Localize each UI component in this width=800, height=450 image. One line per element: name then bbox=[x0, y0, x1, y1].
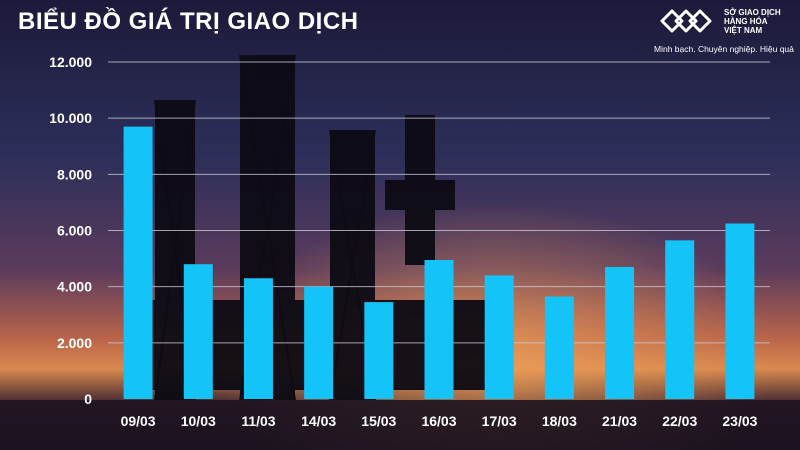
y-tick-label: 10.000 bbox=[49, 110, 92, 126]
y-tick-label: 12.000 bbox=[49, 54, 92, 70]
bar-10-03 bbox=[183, 264, 213, 399]
bar-09-03 bbox=[123, 126, 153, 399]
bar-18-03 bbox=[544, 296, 574, 399]
x-tick-label: 15/03 bbox=[361, 413, 396, 429]
bar-15-03 bbox=[364, 302, 394, 399]
x-tick-label: 10/03 bbox=[181, 413, 216, 429]
logo: SỞ GIAO DỊCH HÀNG HÓA VIỆT NAM Minh bạch… bbox=[652, 6, 794, 56]
x-tick-label: 22/03 bbox=[662, 413, 697, 429]
y-axis-tick-labels: 0 2.000 4.000 6.000 8.000 10.000 12.000 bbox=[49, 54, 92, 407]
x-tick-label: 18/03 bbox=[542, 413, 577, 429]
exchange-logo-icon bbox=[660, 9, 712, 33]
x-tick-label: 11/03 bbox=[241, 413, 275, 429]
logo-tagline: Minh bạch. Chuyên nghiệp. Hiệu quả bbox=[654, 44, 794, 54]
bar-21-03 bbox=[605, 267, 635, 399]
y-tick-label: 0 bbox=[84, 391, 92, 407]
bar-17-03 bbox=[484, 275, 514, 399]
y-tick-label: 6.000 bbox=[57, 223, 92, 239]
y-tick-label: 8.000 bbox=[57, 166, 92, 182]
bar-14-03 bbox=[304, 286, 334, 399]
y-tick-label: 4.000 bbox=[57, 279, 92, 295]
bar-22-03 bbox=[665, 240, 695, 399]
x-tick-label: 14/03 bbox=[301, 413, 336, 429]
bars bbox=[123, 126, 755, 399]
x-tick-label: 09/03 bbox=[121, 413, 156, 429]
x-tick-label: 16/03 bbox=[421, 413, 456, 429]
bar-16-03 bbox=[424, 259, 454, 399]
y-tick-label: 2.000 bbox=[57, 335, 92, 351]
logo-name: SỞ GIAO DỊCH HÀNG HÓA VIỆT NAM bbox=[724, 8, 781, 35]
bar-11-03 bbox=[243, 278, 273, 399]
x-tick-label: 21/03 bbox=[602, 413, 637, 429]
x-tick-label: 23/03 bbox=[722, 413, 757, 429]
page-title: BIỂU ĐỒ GIÁ TRỊ GIAO DỊCH bbox=[18, 8, 359, 35]
bar-23-03 bbox=[725, 223, 755, 399]
x-tick-label: 17/03 bbox=[482, 413, 517, 429]
x-axis-tick-labels: 09/03 10/03 11/03 14/03 15/03 16/03 17/03 18/03… bbox=[121, 413, 758, 429]
